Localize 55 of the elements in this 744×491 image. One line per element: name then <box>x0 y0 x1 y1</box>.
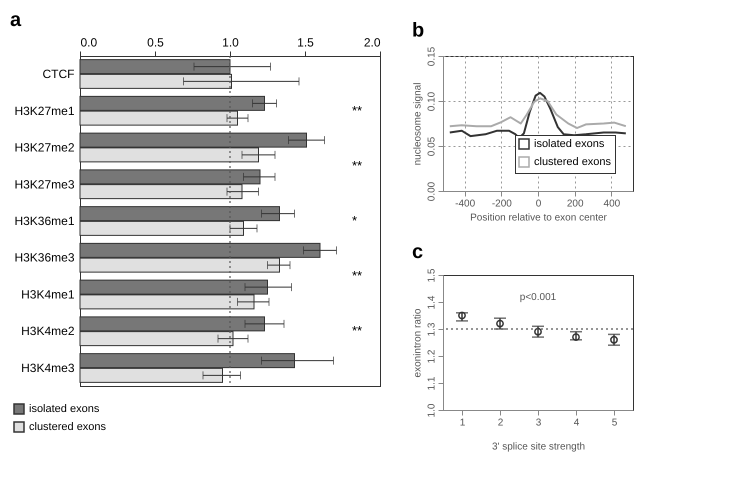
y-tick-label: CTCF <box>42 67 74 82</box>
x-tick-label: -200 <box>492 198 512 210</box>
x-tick-label: 1.0 <box>222 36 240 50</box>
chart-title: c <box>412 241 424 264</box>
y-tick-label: H3K4me2 <box>21 324 75 338</box>
x-tick-label: -400 <box>455 198 476 210</box>
y-tick-label: 1.0 <box>426 403 438 418</box>
y-tick-label: 0.00 <box>426 181 438 202</box>
y-tick-label: H3K4me3 <box>21 360 75 375</box>
annotation: ** <box>352 268 362 283</box>
y-tick-label: 1.4 <box>426 295 438 310</box>
y-tick-label: H3K36me1 <box>14 214 75 228</box>
x-tick-label: 2 <box>498 418 504 428</box>
x-axis-title: Position relative to exon center <box>470 212 608 224</box>
legend-label: isolated exons <box>29 403 100 415</box>
x-tick-label: 0 <box>536 198 542 210</box>
x-tick-label: 5 <box>612 418 618 428</box>
y-tick-label: H3K27me1 <box>14 104 75 118</box>
x-tick-label: 0.5 <box>147 36 164 50</box>
point <box>496 320 504 328</box>
x-axis-title: 3' splice site strength <box>492 442 586 452</box>
annotation: ** <box>352 323 362 338</box>
point <box>572 333 580 342</box>
y-tick-label: 1.1 <box>426 376 438 390</box>
x-tick-label: 0.0 <box>80 36 98 50</box>
annotation: ** <box>352 103 362 118</box>
x-tick-label: 1 <box>460 418 466 428</box>
y-tick-label: 1.5 <box>426 268 438 282</box>
y-tick-label: 0.10 <box>426 91 438 112</box>
y-axis-title: nucleosome signal <box>412 82 424 166</box>
y-tick-label: 1.2 <box>426 349 438 364</box>
x-tick-label: 4 <box>574 418 580 428</box>
chart-title: a <box>10 9 22 31</box>
y-tick-label: H3K27me3 <box>14 177 75 192</box>
legend-label: isolated exons <box>534 138 605 150</box>
x-tick-label: 400 <box>604 198 621 210</box>
x-tick-label: 200 <box>566 198 584 210</box>
y-tick-label: 1.3 <box>426 322 438 336</box>
x-tick-label: 2.0 <box>364 36 381 50</box>
x-tick-label: 1.5 <box>297 36 314 50</box>
y-axis-title: exonintron ratio <box>412 308 424 378</box>
line-series <box>448 97 627 129</box>
chart-title: b <box>412 19 424 42</box>
y-tick-label: 0.15 <box>426 46 438 66</box>
y-tick-label: H3K27me2 <box>14 140 75 155</box>
y-tick-label: H3K36me3 <box>14 250 75 265</box>
legend-label: clustered exons <box>534 156 612 168</box>
y-tick-label: H3K4me1 <box>21 287 75 302</box>
legend-label: clustered exons <box>29 421 107 433</box>
annotation: * <box>352 213 358 228</box>
x-tick-label: 3 <box>536 418 542 428</box>
point <box>458 312 466 320</box>
annotation: ** <box>352 158 362 173</box>
annotation: p<0.001 <box>520 292 557 303</box>
y-tick-label: 0.05 <box>426 136 438 156</box>
